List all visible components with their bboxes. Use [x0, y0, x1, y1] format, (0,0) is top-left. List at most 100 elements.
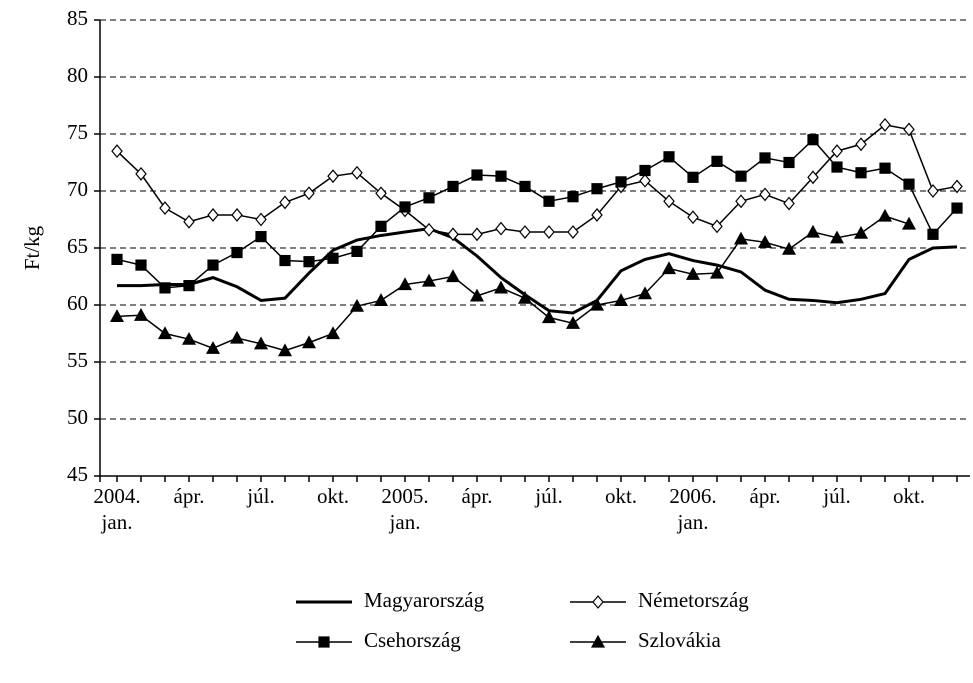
data-point	[807, 134, 819, 146]
data-point	[783, 156, 795, 169]
data-point	[831, 144, 843, 159]
data-point	[373, 293, 389, 307]
y-tick-label: 75	[67, 120, 88, 144]
data-point	[829, 230, 845, 244]
legend-label: Németország	[638, 588, 749, 612]
data-point	[183, 214, 195, 229]
data-point	[231, 208, 243, 222]
data-point	[853, 225, 869, 239]
data-point	[303, 186, 315, 201]
data-point	[543, 195, 555, 207]
data-point	[301, 335, 317, 349]
data-point	[831, 161, 843, 173]
data-point	[877, 208, 893, 222]
data-point	[589, 297, 605, 311]
x-tick-label: ápr.	[750, 484, 781, 508]
y-tick-label: 60	[67, 291, 88, 315]
data-point	[397, 277, 413, 291]
data-point	[327, 169, 339, 184]
data-point	[157, 326, 173, 340]
data-point	[567, 225, 579, 239]
data-point	[495, 170, 507, 182]
data-point	[615, 176, 627, 188]
legend-marker	[592, 595, 604, 609]
x-tick-label: okt.	[605, 484, 637, 508]
data-point	[277, 343, 293, 357]
data-point	[613, 293, 629, 307]
data-point	[687, 171, 699, 183]
data-point	[807, 170, 819, 185]
data-point	[951, 179, 963, 194]
data-point	[111, 253, 123, 265]
y-tick-label: 50	[67, 405, 88, 429]
data-point	[519, 180, 531, 193]
data-point	[879, 117, 891, 132]
data-point	[903, 178, 915, 190]
data-point	[351, 165, 363, 180]
x-tick-label: 2006.	[669, 484, 716, 508]
data-point	[759, 187, 771, 202]
x-tick-label: jan.	[677, 510, 709, 534]
data-point	[133, 308, 149, 321]
data-point	[423, 222, 435, 237]
data-point	[639, 164, 651, 177]
x-tick-label: ápr.	[174, 484, 205, 508]
data-point	[471, 227, 483, 242]
data-point	[663, 151, 675, 163]
x-tick-label: ápr.	[462, 484, 493, 508]
data-point	[855, 137, 867, 152]
data-point	[279, 254, 291, 267]
data-point	[541, 310, 557, 324]
data-point	[517, 290, 533, 304]
data-point	[375, 186, 387, 201]
legend-marker	[590, 634, 606, 648]
series-line	[116, 124, 958, 236]
series-line	[116, 215, 910, 352]
data-point	[781, 241, 797, 255]
data-point	[879, 162, 891, 174]
series-line	[116, 138, 958, 289]
y-axis-label: Ft/kg	[20, 225, 44, 270]
x-tick-label: 2004.	[93, 484, 140, 508]
data-point	[927, 228, 939, 240]
data-point	[639, 173, 651, 188]
data-point	[927, 184, 939, 198]
data-point	[423, 192, 435, 204]
y-tick-label: 55	[67, 348, 88, 372]
data-point	[685, 266, 701, 280]
data-point	[303, 256, 315, 268]
data-point	[421, 273, 437, 287]
x-tick-label: jan.	[389, 510, 421, 534]
legend-label: Szlovákia	[638, 628, 721, 652]
data-point	[661, 261, 677, 275]
data-point	[231, 246, 243, 259]
legend-label: Csehország	[364, 628, 461, 652]
data-point	[135, 166, 147, 181]
data-point	[637, 286, 653, 300]
data-point	[783, 196, 795, 211]
data-point	[229, 330, 245, 344]
data-point	[735, 170, 747, 182]
data-point	[469, 288, 485, 302]
data-point	[471, 169, 483, 181]
legend-label: Magyarország	[364, 588, 485, 612]
data-point	[399, 201, 411, 213]
data-point	[663, 194, 675, 209]
data-point	[109, 309, 125, 322]
legend-marker	[318, 636, 330, 648]
data-point	[445, 269, 461, 283]
data-point	[565, 315, 581, 329]
x-tick-label: okt.	[893, 484, 925, 508]
data-point	[687, 210, 699, 225]
data-point	[349, 298, 365, 312]
data-point	[567, 191, 579, 203]
data-point	[805, 224, 821, 238]
data-point	[901, 216, 917, 230]
data-point	[447, 180, 459, 193]
y-tick-label: 85	[67, 6, 88, 30]
data-point	[543, 225, 555, 239]
x-tick-label: jan.	[101, 510, 133, 534]
data-point	[735, 194, 747, 209]
data-point	[135, 259, 147, 271]
